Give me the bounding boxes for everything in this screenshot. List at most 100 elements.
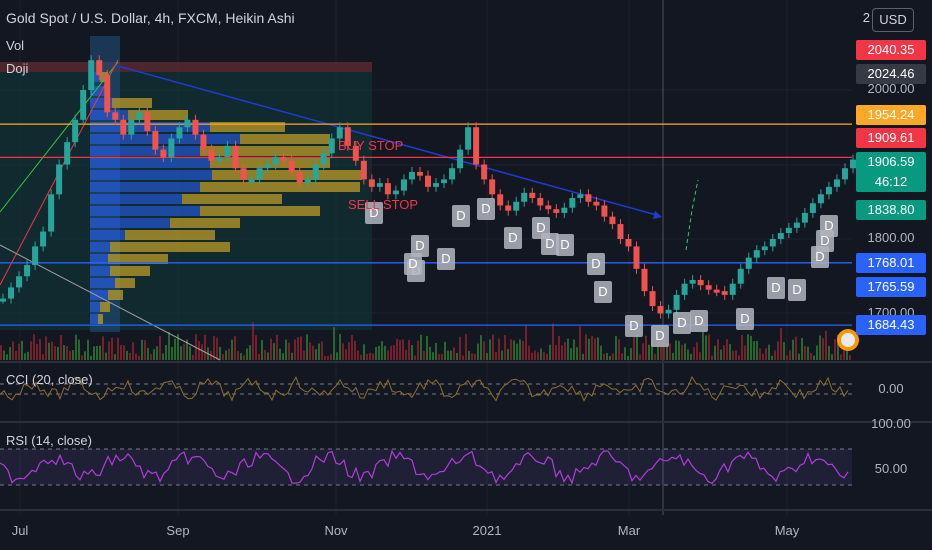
volume-bar-114 bbox=[114, 354, 116, 360]
doji-marker-text-13: D bbox=[655, 328, 664, 343]
doji-marker-text-9: D bbox=[560, 237, 569, 252]
candle-97 bbox=[777, 233, 784, 239]
candle-40 bbox=[320, 153, 327, 165]
doji-marker-21: D bbox=[816, 230, 834, 252]
doji-marker-box-22 bbox=[404, 253, 422, 275]
candle-56 bbox=[449, 168, 456, 180]
candle-42 bbox=[336, 127, 343, 139]
volume-bar-393 bbox=[393, 345, 395, 360]
volume-bar-396 bbox=[396, 338, 398, 360]
volume-bar-159 bbox=[159, 336, 161, 360]
volume-bar-429 bbox=[429, 346, 431, 360]
buy-stop-annotation: BUY STOP bbox=[338, 138, 403, 153]
cci-label[interactable]: CCI (20, close) bbox=[6, 372, 93, 387]
volume-bar-450 bbox=[450, 350, 452, 360]
candle-30 bbox=[240, 168, 247, 180]
volume-bar-351 bbox=[351, 335, 353, 360]
doji-marker-text-17: D bbox=[771, 280, 780, 295]
time-tick-5: May bbox=[774, 523, 800, 538]
volume-bar-549 bbox=[549, 344, 551, 360]
volume-bar-39 bbox=[39, 338, 41, 360]
horizontal-levels bbox=[0, 123, 852, 326]
volume-bar-702 bbox=[702, 331, 704, 360]
doji-marker-text-18: D bbox=[792, 282, 801, 297]
doji-indicator-label[interactable]: Doji bbox=[6, 61, 29, 76]
price-tag-6: 1768.01 bbox=[856, 253, 926, 273]
volume-bar-447 bbox=[447, 350, 449, 360]
volume-bar-345 bbox=[345, 349, 347, 360]
profile-up-bar-20 bbox=[90, 314, 98, 324]
candle-78 bbox=[625, 239, 632, 247]
volume-bar-498 bbox=[498, 338, 500, 360]
volume-bar-630 bbox=[630, 348, 632, 360]
candle-1 bbox=[8, 287, 15, 299]
doji-marker-22: D bbox=[404, 253, 422, 275]
volume-bar-741 bbox=[741, 334, 743, 360]
doji-marker-box-2 bbox=[437, 248, 455, 270]
candle-99 bbox=[793, 222, 800, 228]
volume-bar-627 bbox=[627, 355, 629, 360]
volume-bar-219 bbox=[219, 346, 221, 360]
volume-bar-60 bbox=[60, 334, 62, 360]
doji-marker-0: D bbox=[365, 202, 383, 224]
candle-45 bbox=[360, 160, 367, 180]
candle-104 bbox=[833, 179, 840, 187]
volume-bar-576 bbox=[576, 347, 578, 360]
volume-indicator-label[interactable]: Vol bbox=[6, 38, 25, 53]
volume-bar-420 bbox=[420, 334, 422, 360]
candle-21 bbox=[168, 138, 175, 158]
profile-down-bar-15 bbox=[108, 254, 168, 264]
candle-24 bbox=[192, 119, 199, 135]
doji-marker-box-5 bbox=[452, 205, 470, 227]
volume-bar-528 bbox=[528, 345, 530, 360]
volume-bar-282 bbox=[282, 353, 284, 360]
rsi-tick-50: 50.00 bbox=[874, 461, 908, 476]
volume-bar-831 bbox=[831, 354, 833, 360]
volume-bar-444 bbox=[444, 341, 446, 360]
candle-33 bbox=[264, 164, 271, 169]
profile-up-bar-13 bbox=[90, 230, 125, 240]
volume-bar-96 bbox=[96, 345, 98, 360]
volume-bar-360 bbox=[360, 354, 362, 360]
doji-marker-box-16 bbox=[736, 308, 754, 330]
doji-marker-box-11 bbox=[594, 281, 612, 303]
candle-87 bbox=[697, 279, 704, 286]
volume-bar-474 bbox=[474, 353, 476, 360]
volume-bar-285 bbox=[285, 339, 287, 360]
profile-up-bar-7 bbox=[90, 158, 210, 168]
volume-bar-651 bbox=[651, 339, 653, 360]
volume-bar-438 bbox=[438, 353, 440, 360]
profile-down-bar-6 bbox=[200, 146, 330, 156]
candle-53 bbox=[425, 175, 431, 187]
volume-bar-432 bbox=[432, 352, 434, 360]
profile-up-bar-1 bbox=[90, 86, 108, 96]
volume-bar-45 bbox=[45, 336, 47, 360]
candle-49 bbox=[392, 190, 399, 195]
candle-66 bbox=[529, 192, 536, 199]
volume-bar-522 bbox=[522, 340, 524, 360]
volume-bar-153 bbox=[153, 349, 155, 360]
country-flag-icon bbox=[837, 329, 859, 351]
volume-bar-648 bbox=[648, 344, 650, 360]
volume-bar-537 bbox=[537, 352, 539, 360]
volume-bar-624 bbox=[624, 347, 626, 360]
volume-bar-183 bbox=[183, 343, 185, 360]
candle-82 bbox=[657, 306, 664, 314]
profile-down-bar-0 bbox=[100, 72, 108, 82]
profile-down-bar-10 bbox=[182, 194, 282, 204]
doji-marker-box-0 bbox=[365, 202, 383, 224]
volume-bar-723 bbox=[723, 345, 725, 360]
rsi-tick-100: 100.00 bbox=[871, 416, 911, 431]
candle-47 bbox=[376, 183, 383, 187]
volume-bar-51 bbox=[51, 341, 53, 360]
volume-bar-18 bbox=[18, 343, 20, 360]
currency-button[interactable]: USD bbox=[872, 8, 914, 32]
rsi-label[interactable]: RSI (14, close) bbox=[6, 433, 92, 448]
doji-marker-18: D bbox=[788, 279, 806, 301]
doji-marker-box-12 bbox=[625, 315, 643, 337]
volume-bar-348 bbox=[348, 342, 350, 360]
price-tick-1: 1800.00 bbox=[867, 230, 915, 245]
candle-88 bbox=[705, 285, 712, 290]
volume-bar-165 bbox=[165, 345, 167, 360]
